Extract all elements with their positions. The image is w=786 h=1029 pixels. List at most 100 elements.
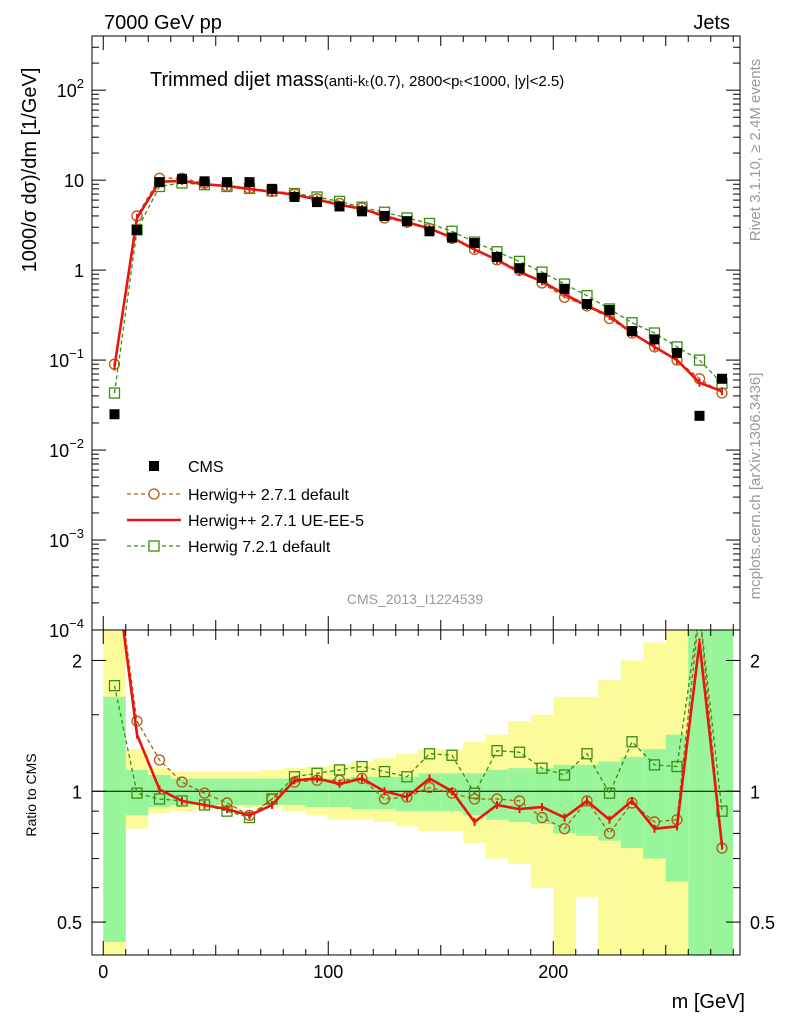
cms-data-point (244, 177, 255, 188)
x-tick-label: 100 (313, 962, 343, 982)
herwig7-default-ratio-point (423, 748, 436, 760)
cms-data-point (109, 409, 120, 420)
header-right: Jets (693, 12, 730, 34)
herwig7-default-point (108, 387, 121, 399)
rivet-version-label: Rivet 3.1.10, ≥ 2.4M events (747, 59, 764, 242)
herwig7-default-ratio-point (671, 760, 683, 773)
cms-data-point (447, 232, 457, 243)
herwigpp-default-ratio-point (423, 781, 436, 794)
herwig7-default-ratio-point (356, 760, 368, 773)
cms-data-point (559, 283, 570, 294)
stat-band-bin (103, 696, 126, 942)
herwig7-default-ratio-point (131, 787, 143, 799)
main-panel: 102 10 1 10−1 10−2 10−3 10−4 Trimmed dijet mas… (19, 35, 741, 641)
analysis-id: CMS_2013_I1224539 (347, 591, 483, 607)
herwig7-default-ratio-point (626, 736, 638, 748)
herwigpp-default-ratio-point (243, 809, 256, 822)
legend-marker (148, 488, 160, 500)
herwigpp-default-ratio-point (153, 754, 166, 766)
herwig7-default-ratio-point (468, 787, 481, 799)
herwig7-default-ratio-point (648, 759, 661, 771)
y-tick-label: 10−1 (49, 346, 84, 371)
herwig7-default-point (693, 354, 706, 366)
herwigpp-ueee5-line (113, 179, 723, 393)
herwigpp-default-ratio-point (468, 793, 481, 805)
herwig7-default-ratio-point (581, 748, 593, 760)
herwig7-default-line (113, 182, 723, 394)
stat-band-bin (710, 630, 734, 955)
herwig7-default-ratio-point (446, 749, 458, 761)
herwigpp-default-ratio-point (603, 827, 616, 840)
herwig7-default-ratio-point (378, 765, 391, 778)
cms-data-point (627, 326, 637, 337)
herwig7-default-ratio-point (153, 793, 166, 805)
cms-data-point (717, 373, 727, 384)
legend: CMS Herwig++ 2.7.1 default Herwig++ 2.7.1 … (127, 459, 364, 556)
y-tick-label: 10−4 (49, 616, 84, 641)
legend-label-herwigpp-ueee5: Herwig++ 2.7.1 UE-EE-5 (188, 513, 364, 530)
cms-data-point (402, 216, 412, 227)
ratio-y-axis-label: Ratio to CMS (23, 753, 39, 836)
cms-data-point (289, 191, 300, 202)
x-tick-label: 0 (98, 962, 108, 982)
herwig7-default-ratio-point (513, 746, 526, 758)
y-tick-label: 1 (74, 261, 84, 281)
stat-band-bin (305, 778, 329, 808)
ratio-y-tick-label: 1 (72, 782, 82, 802)
stat-band-bin (643, 749, 666, 859)
stat-band-bin (350, 776, 374, 810)
cms-data-point (469, 238, 480, 249)
stat-band-bin (688, 630, 711, 955)
herwigpp-default-ratio-point (536, 811, 548, 824)
ratio-y-tick-label-right: 1 (750, 782, 760, 802)
herwigpp-default-ratio-point (581, 795, 593, 807)
ratio-frame (91, 629, 741, 956)
stat-band-bin (508, 768, 531, 822)
y-tick-label: 10−2 (49, 436, 84, 461)
herwig7-default-ratio-point (491, 745, 503, 757)
cms-data-point (177, 173, 187, 184)
plot-title: Trimmed dijet mass(anti-kₜ(0.7), 2800<pₜ… (150, 69, 564, 91)
cms-data-point (672, 347, 682, 358)
ratio-y-tick-label: 0.5 (57, 913, 82, 933)
cms-data-point (132, 224, 142, 235)
legend-marker (148, 540, 160, 552)
herwig7-default-ratio-point (108, 679, 121, 692)
herwig7-default-ratio-point (536, 762, 548, 774)
herwigpp-ueee5-ratio-line (122, 630, 724, 846)
cms-data-point (582, 299, 592, 310)
herwigpp-default-ratio-line (124, 630, 723, 849)
cms-data-point (492, 251, 502, 262)
stat-band-bin (328, 778, 351, 808)
legend-label-cms-data: CMS (188, 459, 224, 476)
cms-data-point (649, 334, 660, 345)
y-tick-label: 10−3 (49, 526, 84, 551)
cms-data-point (154, 177, 165, 188)
legend-label-herwigpp-default: Herwig++ 2.7.1 default (188, 487, 350, 504)
legend-label-herwig7-default: Herwig 7.2.1 default (188, 539, 331, 556)
herwig7-default-ratio-point (603, 787, 616, 799)
herwig7-default-ratio-point (401, 771, 413, 783)
ratio-panel: 0.5 0.5 1 1 2 2 0 100 200 Ratio to CMS m [GeV] (23, 629, 775, 1013)
ratio-y-tick-label-right: 2 (750, 651, 760, 671)
cms-data-point (357, 206, 367, 217)
cms-data-point (334, 201, 345, 212)
legend-swatch-cms-data (149, 461, 159, 471)
cms-data-point (604, 305, 615, 316)
ratio-y-tick-label: 2 (72, 651, 82, 671)
x-tick-label: 200 (538, 962, 568, 982)
cms-data-point (424, 226, 435, 237)
cms-data-point (514, 263, 525, 274)
y-tick-label: 102 (57, 76, 84, 101)
herwig7-default-ratio-point (558, 769, 571, 781)
ratio-y-tick-label-right: 0.5 (750, 913, 775, 933)
cms-data-point (312, 197, 322, 208)
stat-band-bin (530, 768, 554, 825)
stat-band-bin (125, 769, 149, 816)
herwigpp-default-ratio-point (198, 787, 211, 799)
cms-data-point (694, 410, 705, 421)
cms-data-point (267, 183, 277, 194)
herwigpp-default-ratio-point (558, 823, 571, 835)
x-axis-label: m [GeV] (672, 991, 745, 1013)
